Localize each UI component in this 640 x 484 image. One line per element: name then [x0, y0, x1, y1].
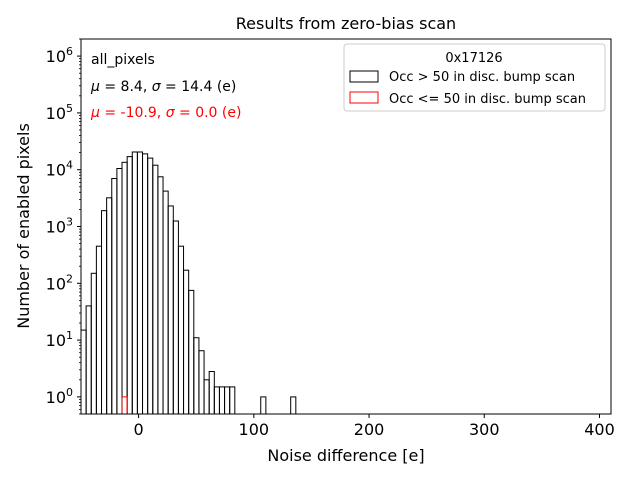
- histogram-bin: [80, 329, 87, 415]
- histogram-bin: [229, 386, 236, 415]
- histogram-bin: [188, 289, 195, 415]
- histogram-bin: [121, 161, 128, 415]
- histogram-bin: [208, 371, 215, 415]
- histogram-bin: [152, 164, 159, 415]
- y-tick-label: 104: [46, 159, 73, 180]
- histogram-bin: [131, 151, 138, 415]
- legend-entry-occ-gt-50: Occ > 50 in disc. bump scan: [389, 70, 575, 85]
- y-tick-label: 101: [46, 329, 73, 350]
- histogram-bars: [80, 151, 297, 415]
- histogram-bin: [121, 396, 128, 415]
- histogram-bin: [198, 350, 205, 415]
- histogram-bin: [142, 153, 149, 415]
- legend-swatch-red: [349, 91, 379, 104]
- histogram-bin: [203, 379, 210, 415]
- legend-entry-occ-le-50: Occ <= 50 in disc. bump scan: [389, 92, 586, 107]
- y-tick-label: 103: [46, 216, 73, 237]
- stats-line-2: μ = -10.9, σ = 0.0 (e): [90, 105, 241, 121]
- y-axis-label: Number of enabled pixels: [14, 123, 33, 329]
- x-tick-label: 0: [134, 420, 144, 439]
- histogram-bin: [218, 386, 226, 415]
- y-axis-ticks: 100 101 102 103 104 105 106: [46, 38, 81, 415]
- histogram-bin: [95, 245, 103, 415]
- histogram-bin: [224, 386, 231, 415]
- legend: 0x17126 Occ > 50 in disc. bump scan Occ …: [343, 43, 606, 112]
- legend-title: 0x17126: [445, 51, 502, 66]
- x-tick-label: 400: [584, 420, 615, 439]
- histogram-bin: [172, 220, 179, 415]
- histogram-bin: [85, 305, 92, 415]
- histogram-bin: [183, 269, 190, 415]
- x-axis-label: Noise difference [e]: [267, 446, 424, 465]
- histogram-bin: [136, 151, 144, 415]
- histogram-bin: [177, 245, 185, 415]
- y-tick-label: 106: [46, 45, 73, 66]
- histogram-bin: [106, 197, 113, 415]
- x-tick-label: 300: [469, 420, 500, 439]
- histogram-bin: [260, 396, 267, 415]
- series-1: [121, 396, 128, 415]
- histogram-bin: [213, 386, 220, 415]
- histogram-bin: [157, 176, 164, 415]
- histogram-bin: [193, 337, 200, 415]
- histogram-bin: [126, 156, 133, 415]
- histogram-bin: [147, 157, 154, 415]
- histogram-bin: [290, 396, 297, 415]
- stats-line-0: all_pixels: [91, 52, 155, 68]
- histogram-bin: [101, 210, 108, 415]
- y-tick-label: 100: [46, 386, 73, 407]
- legend-box: [343, 43, 606, 112]
- series-0: [80, 151, 297, 415]
- y-tick-label: 105: [46, 102, 73, 123]
- histogram-bin: [111, 177, 118, 415]
- x-tick-label: 100: [239, 420, 270, 439]
- x-tick-label: 200: [354, 420, 385, 439]
- legend-swatch-black: [349, 70, 379, 83]
- histogram-bin: [116, 167, 123, 415]
- histogram-bin: [90, 272, 97, 415]
- chart-title: Results from zero-bias scan: [236, 14, 456, 33]
- histogram-bin: [167, 205, 174, 415]
- stats-line-1: μ = 8.4, σ = 14.4 (e): [90, 79, 236, 95]
- stats-annotations: all_pixels μ = 8.4, σ = 14.4 (e) μ = -10.9…: [90, 52, 241, 121]
- x-axis-ticks: 0 100 200 300 400: [134, 414, 615, 439]
- y-tick-label: 102: [46, 272, 73, 293]
- histogram-bin: [162, 190, 169, 415]
